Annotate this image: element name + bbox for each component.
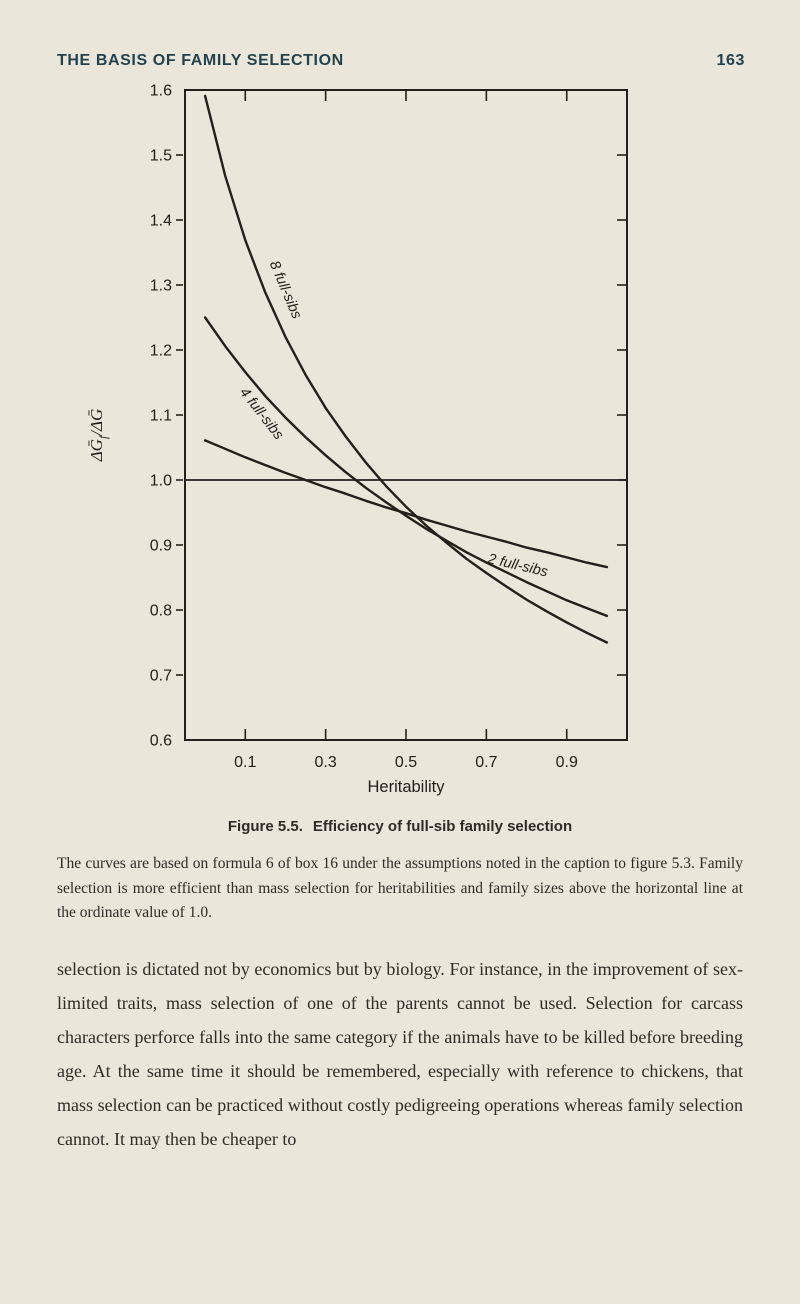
- body-paragraph: selection is dictated not by economics b…: [57, 959, 743, 1149]
- y-tick-label: 1.1: [150, 408, 172, 425]
- y-tick-label: 1.6: [150, 83, 172, 100]
- plot-frame: [184, 89, 628, 741]
- y-tick-label: 1.2: [150, 343, 172, 360]
- y-tick-label: 1.4: [150, 213, 172, 230]
- figure-caption-label: Figure 5.5.: [227, 818, 303, 835]
- running-head: THE BASIS OF FAMILY SELECTION: [57, 52, 344, 69]
- series-4-full-sibs: [203, 316, 609, 618]
- x-tick-label: 0.3: [315, 754, 337, 771]
- series-8-full-sibs: [203, 94, 609, 644]
- x-axis-title: Heritability: [367, 778, 445, 796]
- y-tick-label: 1.3: [150, 278, 172, 295]
- y-tick-label: 1.0: [150, 473, 172, 490]
- x-tick-label: 0.9: [556, 754, 578, 771]
- x-tick-label: 0.5: [395, 754, 417, 771]
- figure-caption-text: Efficiency of full-sib family selection: [312, 818, 573, 835]
- y-tick-label: 1.5: [150, 148, 172, 165]
- series-label-2-full-sibs: 2 full-sibs: [485, 551, 549, 581]
- y-axis-title: ΔḠf/ΔḠ: [87, 409, 110, 463]
- x-tick-label: 0.7: [475, 754, 497, 771]
- series-label-8-full-sibs: 8 full-sibs: [266, 259, 305, 322]
- figure-caption: Figure 5.5. Efficiency of full-sib family…: [0, 818, 800, 835]
- y-tick-label: 0.7: [150, 668, 172, 685]
- y-tick-label: 0.9: [150, 538, 172, 555]
- figure-5-5: 0.6 0.7 0.8 0.9 1.0 1.1 1.2 1.3 1.4 1.5 1.6 0.1 0.3 0…: [60, 80, 700, 800]
- series-2-full-sibs: [203, 439, 609, 569]
- y-tick-label: 0.6: [150, 733, 172, 750]
- y-tick-label: 0.8: [150, 603, 172, 620]
- figure-note: The curves are based on formula 6 of box…: [57, 855, 743, 921]
- series-label-4-full-sibs: 4 full-sibs: [236, 385, 286, 443]
- page-number: 163: [716, 52, 745, 69]
- page-header: THE BASIS OF FAMILY SELECTION 163: [57, 52, 745, 70]
- x-tick-label: 0.1: [234, 754, 256, 771]
- efficiency-chart: 0.6 0.7 0.8 0.9 1.0 1.1 1.2 1.3 1.4 1.5 1.6 0.1 0.3 0…: [87, 83, 628, 796]
